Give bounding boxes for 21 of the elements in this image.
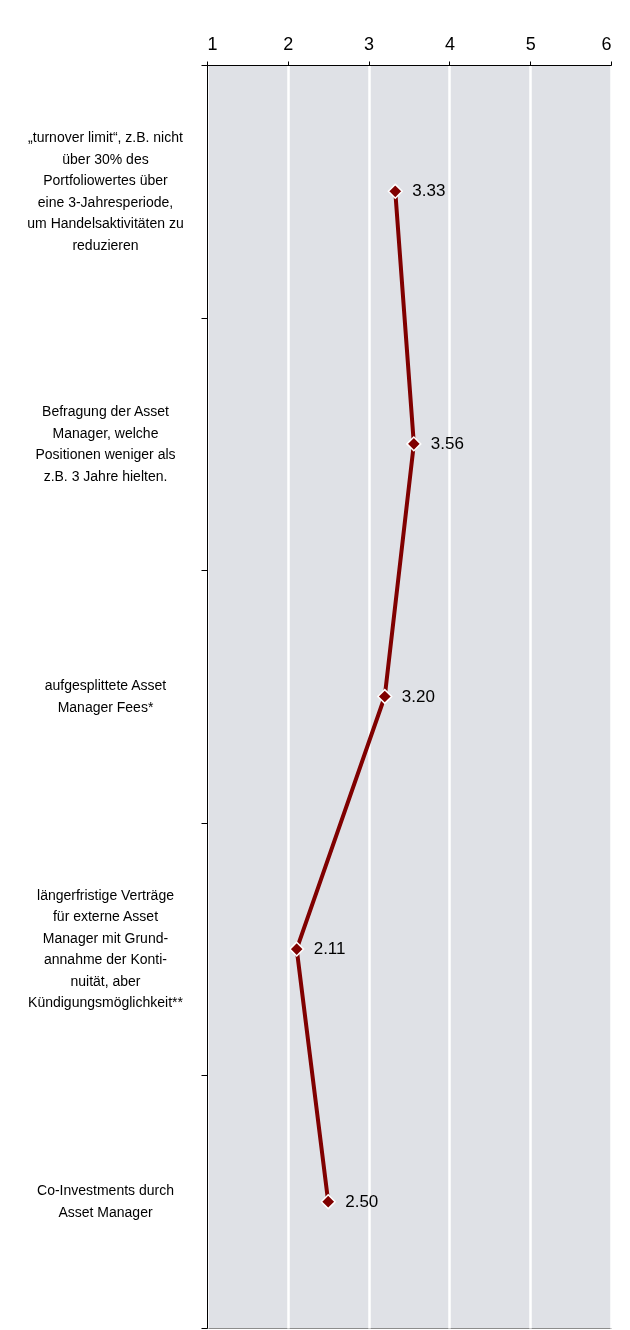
data-label: 2.11 bbox=[313, 939, 346, 959]
x-tick-label: 2 bbox=[283, 33, 294, 54]
data-label: 2.50 bbox=[345, 1191, 379, 1211]
x-tick-label: 3 bbox=[364, 33, 375, 54]
x-tick-label: 1 bbox=[207, 33, 218, 54]
y-tick-label: aufgesplittete Asset Manager Fees* bbox=[44, 677, 167, 715]
data-label: 3.33 bbox=[412, 181, 446, 201]
x-tick-label: 4 bbox=[444, 33, 455, 54]
y-tick-label: Co-Investments durch Asset Manager bbox=[37, 1182, 174, 1220]
point bbox=[377, 688, 393, 705]
x-tick-label: 6 bbox=[601, 33, 612, 54]
point bbox=[320, 1194, 336, 1210]
point bbox=[387, 183, 403, 199]
data-label: 3.56 bbox=[430, 433, 464, 453]
point bbox=[406, 436, 422, 452]
point bbox=[289, 941, 305, 957]
data-label: 3.20 bbox=[401, 686, 435, 706]
y-tick-label: längerfristige Verträge für externe Asset Manager mit Grund- annahme der Konti- nuität, aber Kündigungsmöglichkeit** bbox=[28, 886, 184, 1011]
y-tick-label: „turnover limit“, z.B. nicht über 30% des Portfoliowertes über eine 3-Jahresperiode, um Handelsaktivitäten zu reduzieren bbox=[27, 129, 184, 253]
x-tick-label: 5 bbox=[525, 33, 536, 54]
y-tick-label: Befragung der Asset Manager, welche Positionen weniger als z.B. 3 Jahre hielten. bbox=[35, 403, 176, 484]
